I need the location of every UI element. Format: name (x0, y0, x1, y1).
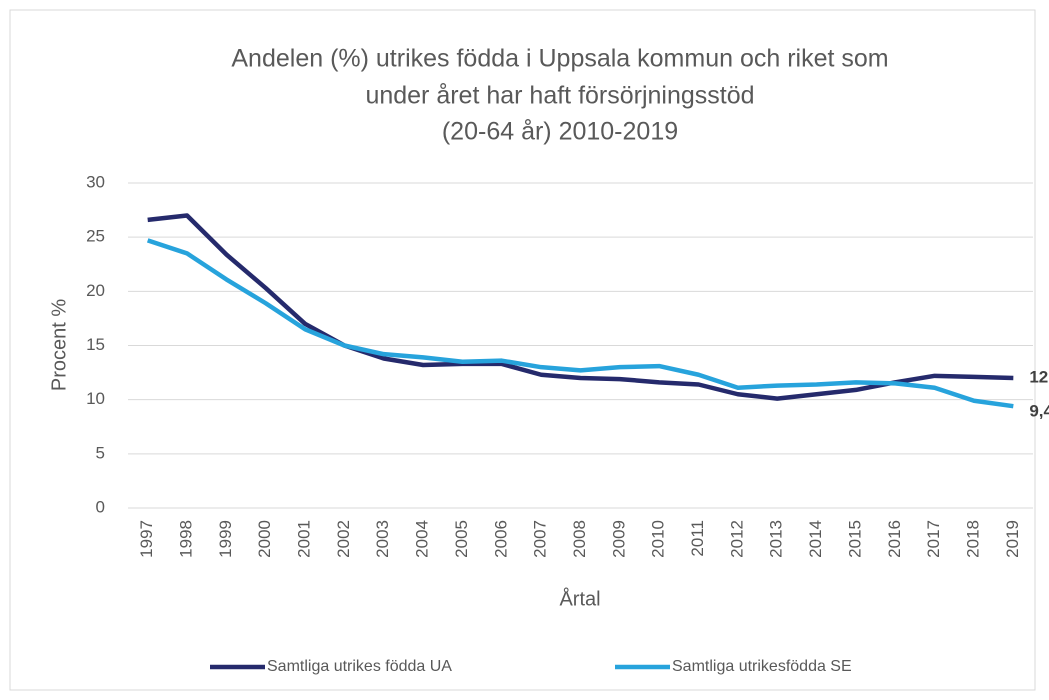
y-tick-label: 25 (86, 227, 105, 246)
y-tick-label: 10 (86, 389, 105, 408)
series-line (146, 238, 1014, 409)
chart-border (9, 9, 1036, 691)
x-tick-label: 2017 (924, 520, 943, 558)
x-tick-label: 2011 (688, 520, 707, 557)
x-tick-label: 1998 (177, 520, 196, 558)
x-tick-label: 2002 (334, 520, 353, 558)
x-tick-label: 2000 (255, 520, 274, 558)
data-label: 12 (1029, 367, 1048, 386)
y-tick-label: 20 (86, 281, 105, 300)
data-label: 9,4 (1029, 402, 1049, 421)
x-tick-label: 2004 (413, 520, 432, 558)
x-tick-label: 2001 (295, 520, 314, 558)
x-tick-label: 2006 (491, 520, 510, 558)
x-tick-label: 2016 (885, 520, 904, 558)
y-axis-label: Procent % (48, 299, 70, 391)
x-tick-label: 2008 (570, 520, 589, 558)
x-tick-label: 2007 (531, 520, 550, 558)
x-tick-label: 2014 (806, 520, 825, 558)
y-tick-label: 15 (86, 335, 105, 354)
chart-title: Andelen (%) utrikes födda i Uppsala komm… (231, 45, 888, 73)
x-tick-label: 2003 (373, 520, 392, 558)
x-axis-label: Årtal (559, 587, 600, 610)
x-tick-label: 2010 (649, 520, 668, 558)
y-tick-label: 0 (96, 497, 105, 516)
x-tick-label: 2005 (452, 520, 471, 558)
x-tick-label: 2019 (1003, 520, 1022, 558)
chart-title: under året har haft försörjningsstöd (365, 82, 754, 110)
x-tick-label: 2015 (845, 520, 864, 558)
legend-label: Samtliga utrikesfödda SE (672, 658, 852, 675)
y-tick-label: 30 (86, 172, 105, 191)
x-tick-label: 2018 (963, 520, 982, 558)
x-tick-label: 2012 (727, 520, 746, 558)
x-tick-label: 2009 (609, 520, 628, 558)
x-tick-label: 2013 (767, 520, 786, 558)
x-tick-label: 1999 (216, 520, 235, 558)
series-line (147, 213, 1014, 401)
chart-title: (20-64 år) 2010-2019 (442, 118, 678, 146)
y-tick-label: 5 (96, 443, 105, 462)
legend-label: Samtliga utrikes födda UA (267, 658, 452, 675)
x-tick-label: 1997 (137, 520, 156, 558)
